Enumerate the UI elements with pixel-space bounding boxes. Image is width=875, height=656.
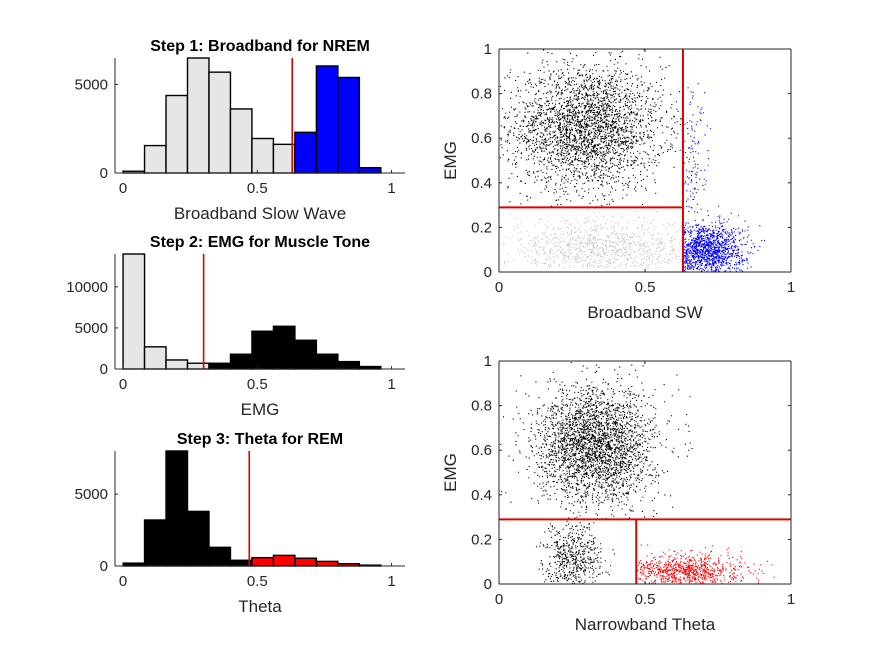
- y-tick-label: 0.2: [471, 219, 492, 236]
- y-tick-label: 0: [484, 576, 492, 593]
- y-tick-label: 0: [484, 264, 492, 281]
- scatter-series-0: [500, 362, 693, 584]
- scatter-points: [499, 49, 766, 272]
- scatter-series-2: [683, 83, 766, 272]
- bar-1-2: [337, 76, 361, 174]
- bar-1-0: [294, 131, 318, 174]
- bar-1-2: [251, 330, 275, 370]
- y-tick-label: 5000: [75, 77, 108, 94]
- bar-0-2: [165, 94, 189, 174]
- bar-0-3: [186, 57, 210, 174]
- bar-0-4: [208, 546, 232, 567]
- scatter-series-1: [636, 544, 775, 584]
- scatter-sw: 0 0.5 1 0 0.2 0.4 0.6 0.8 1 Broadband SW EMG: [441, 41, 795, 322]
- x-axis-label: Narrowband Theta: [575, 615, 716, 634]
- y-tick-label: 1: [484, 41, 492, 58]
- x-tick-label: 0.5: [247, 376, 268, 393]
- plot-area: [499, 361, 791, 584]
- bar-1-0: [208, 362, 232, 370]
- bar-1-3: [358, 166, 382, 174]
- bar-0-4: [208, 71, 232, 174]
- bar-1-5: [315, 353, 339, 370]
- chart-title: Step 2: EMG for Muscle Tone: [150, 234, 370, 251]
- scatter-points: [500, 362, 775, 584]
- y-axis-label: EMG: [441, 453, 460, 492]
- y-tick-label: 0.6: [471, 130, 492, 147]
- x-tick-label: 0: [495, 279, 503, 296]
- bar-1-3: [315, 560, 339, 567]
- bar-1-2: [294, 557, 318, 567]
- bar-0-3: [186, 510, 210, 567]
- bar-0-2: [165, 450, 189, 567]
- x-axis-label: Broadband SW: [587, 303, 702, 322]
- bar-1-4: [294, 339, 318, 370]
- x-tick-label: 0: [119, 180, 127, 197]
- bar-0-3: [186, 362, 210, 370]
- y-tick-label: 1: [484, 353, 492, 370]
- y-tick-label: 10000: [66, 279, 108, 296]
- bar-0-1: [143, 144, 167, 174]
- bar-1-0: [251, 556, 275, 567]
- plot-area: [499, 49, 791, 272]
- x-axis-label: Theta: [238, 597, 282, 616]
- bar-0-0: [122, 253, 146, 370]
- hist-nrem: 0 0.5 1 0 5000 Step 1: Broadband for NREM Broa…: [75, 38, 405, 223]
- scatter-series-1: [500, 207, 684, 269]
- bar-1-1: [315, 65, 339, 174]
- y-tick-label: 0: [100, 558, 108, 575]
- y-tick-label: 0.2: [471, 531, 492, 548]
- bar-0-1: [143, 346, 167, 370]
- x-tick-label: 0: [495, 591, 503, 608]
- x-tick-label: 1: [387, 573, 395, 590]
- bar-1-1: [229, 353, 253, 370]
- x-tick-label: 0.5: [247, 573, 268, 590]
- y-tick-label: 0.4: [471, 175, 492, 192]
- y-tick-label: 0.4: [471, 487, 492, 504]
- bar-0-2: [165, 359, 189, 370]
- bar-1-6: [337, 360, 361, 370]
- hist-emg: 0 0.5 1 0 5000 10000 Step 2: EMG for Muscle To…: [66, 234, 405, 419]
- x-tick-label: 0.5: [247, 180, 268, 197]
- chart-title: Step 3: Theta for REM: [177, 431, 343, 448]
- x-tick-label: 1: [787, 591, 795, 608]
- x-axis-label: Broadband Slow Wave: [174, 204, 346, 223]
- y-tick-label: 0.8: [471, 86, 492, 103]
- y-tick-label: 5000: [75, 320, 108, 337]
- x-tick-label: 0.5: [635, 279, 656, 296]
- x-tick-label: 1: [787, 279, 795, 296]
- x-tick-label: 1: [387, 376, 395, 393]
- bar-0-6: [251, 137, 275, 174]
- bar-1-1: [272, 554, 296, 567]
- x-axis-label: EMG: [241, 400, 280, 419]
- scatter-theta: 0 0.5 1 0 0.2 0.4 0.6 0.8 1 Narrowband Theta EMG: [441, 353, 795, 634]
- y-tick-label: 0.6: [471, 442, 492, 459]
- x-tick-label: 0: [119, 376, 127, 393]
- x-tick-label: 0.5: [635, 591, 656, 608]
- x-tick-label: 1: [387, 180, 395, 197]
- y-tick-label: 0.8: [471, 398, 492, 415]
- y-tick-label: 0: [100, 361, 108, 378]
- x-tick-label: 0: [119, 573, 127, 590]
- y-axis-label: EMG: [441, 141, 460, 180]
- bar-1-3: [272, 325, 296, 370]
- bar-0-5: [229, 108, 253, 174]
- bar-0-1: [143, 519, 167, 567]
- hist-rem: 0 0.5 1 0 5000 Step 3: Theta for REM Theta: [75, 431, 405, 616]
- y-tick-label: 5000: [75, 486, 108, 503]
- chart-title: Step 1: Broadband for NREM: [150, 38, 370, 55]
- y-tick-label: 0: [100, 165, 108, 182]
